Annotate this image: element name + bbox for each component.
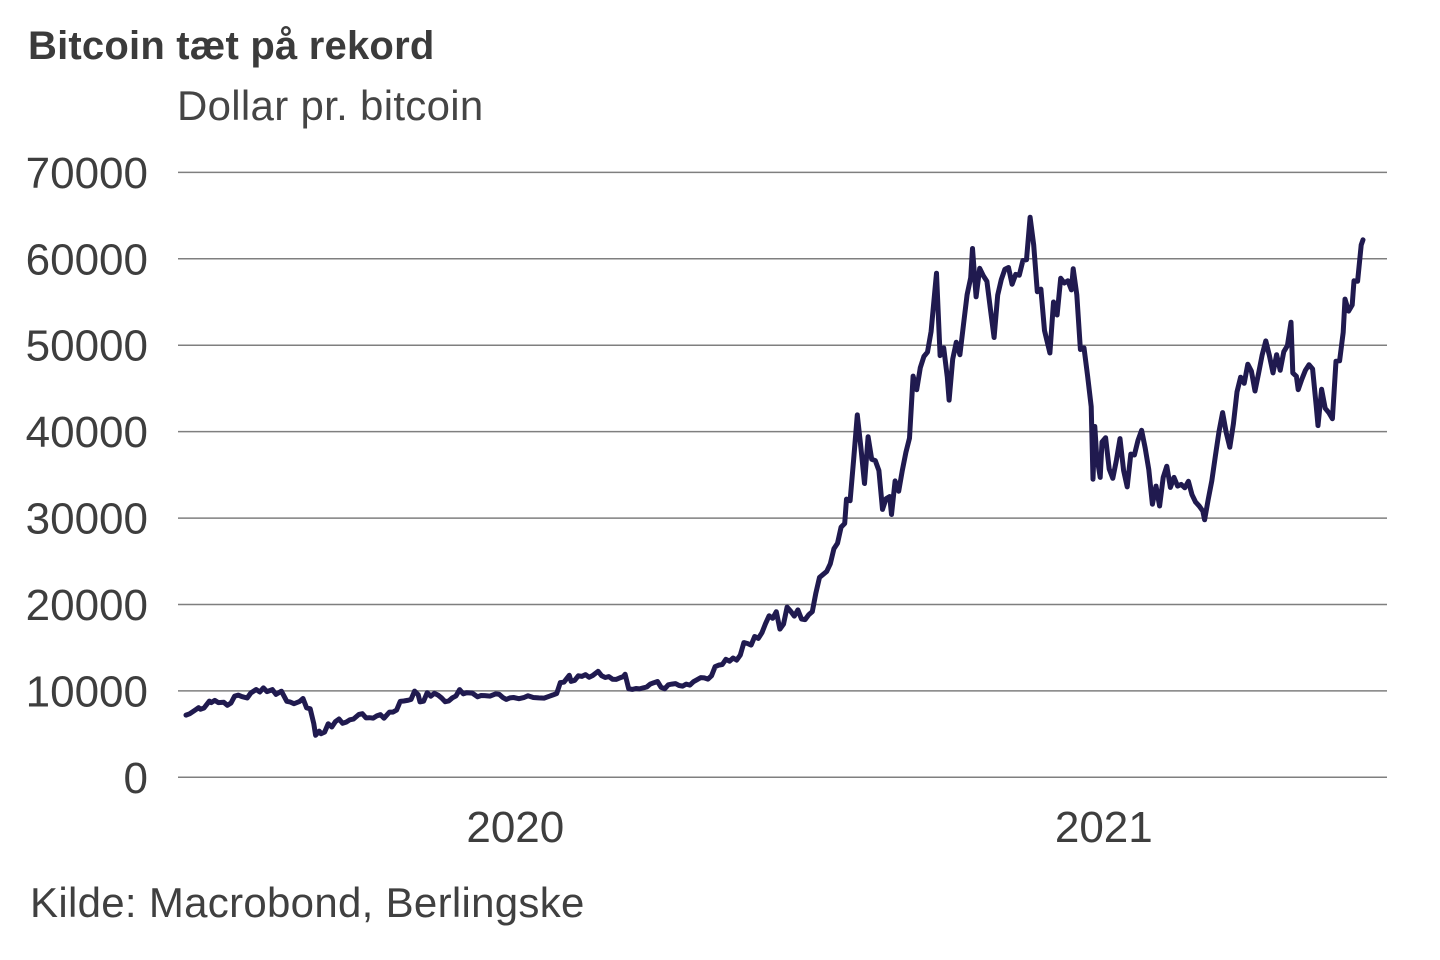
y-axis-tick-label: 70000: [26, 149, 148, 198]
chart-subtitle: Dollar pr. bitcoin: [177, 82, 484, 129]
y-axis-tick-label: 30000: [26, 495, 148, 544]
y-axis-tick-label: 0: [124, 754, 148, 803]
price-line: [183, 214, 1366, 738]
y-axis-tick-label: 20000: [26, 581, 148, 630]
chart-title: Bitcoin tæt på rekord: [28, 24, 435, 68]
y-axis-tick-label: 10000: [26, 667, 148, 716]
x-axis-tick-label: 2020: [466, 803, 564, 852]
y-axis-tick-label: 40000: [26, 408, 148, 457]
source-note: Kilde: Macrobond, Berlingske: [30, 879, 585, 926]
x-axis-tick-label: 2021: [1055, 803, 1153, 852]
y-axis-tick-label: 60000: [26, 235, 148, 284]
y-axis-tick-label: 50000: [26, 322, 148, 371]
